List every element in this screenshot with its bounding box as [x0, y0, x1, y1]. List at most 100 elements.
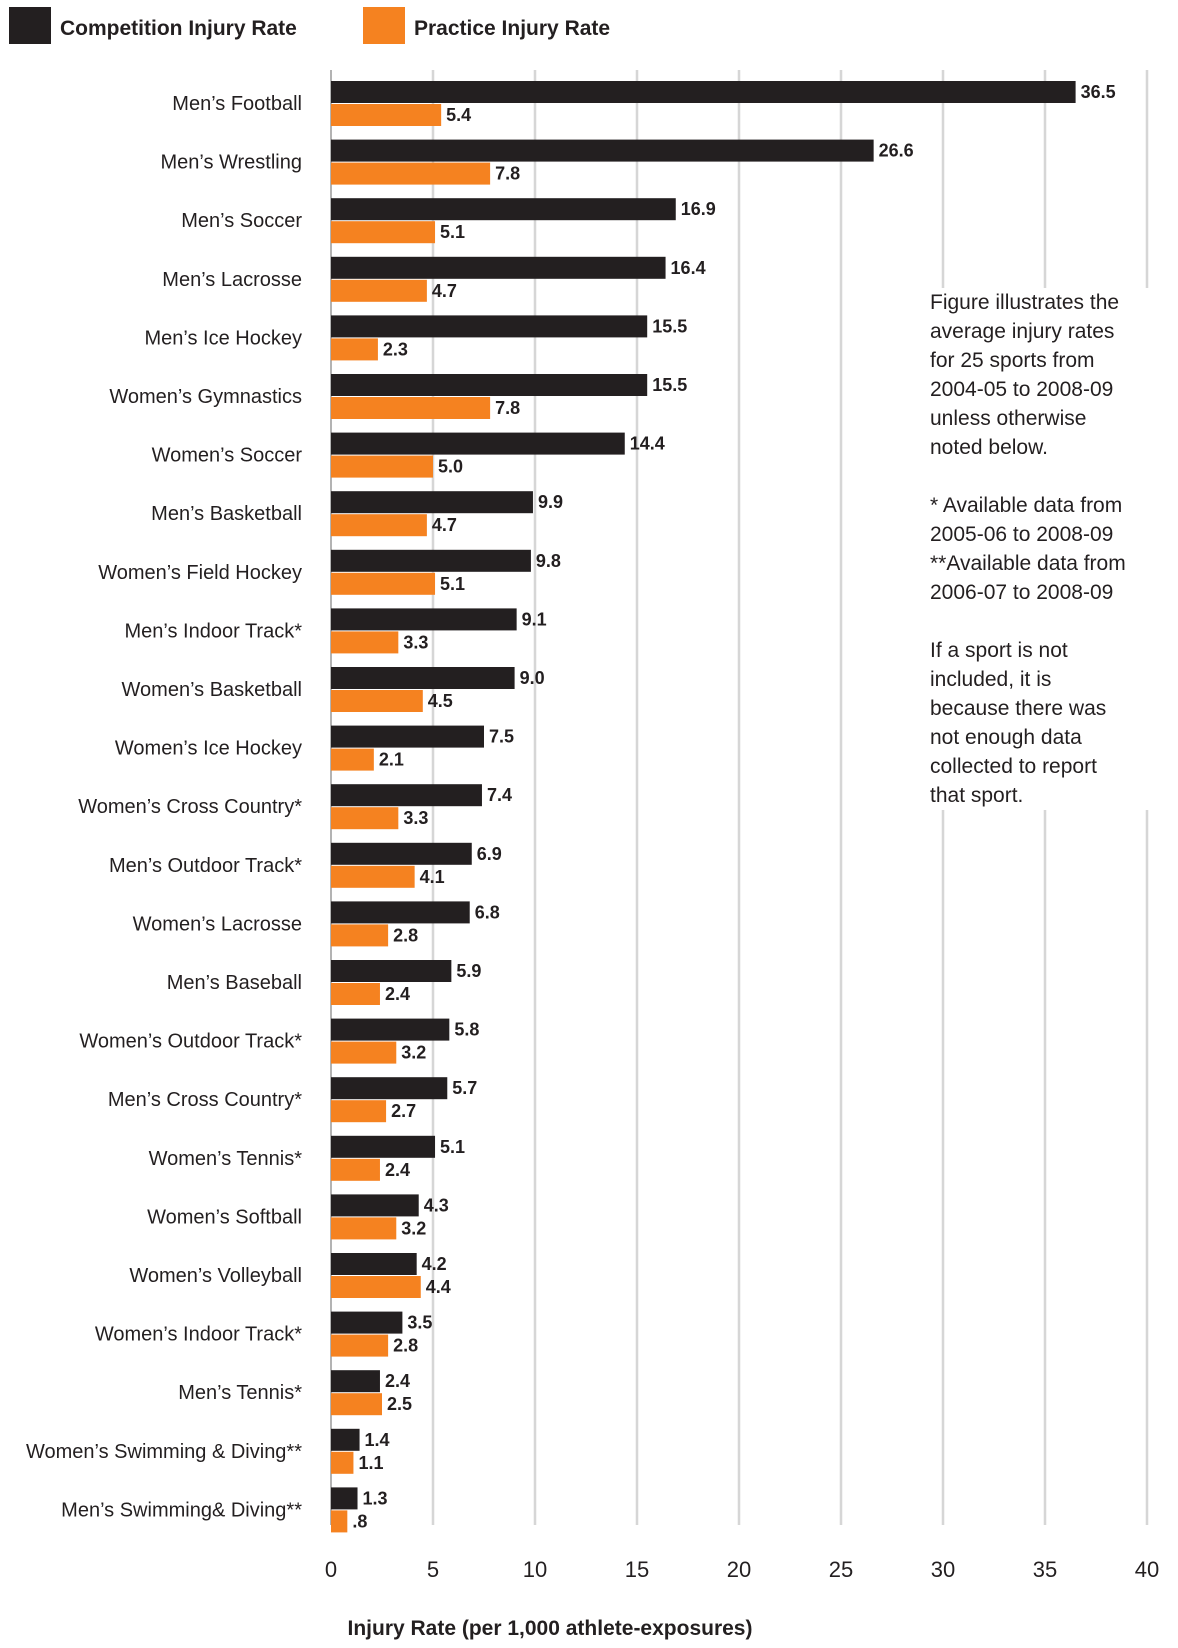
practice-bar: [331, 866, 415, 888]
competition-bar: [331, 726, 484, 748]
x-tick-label: 25: [829, 1557, 853, 1582]
note-line: * Available data from: [930, 491, 1165, 520]
practice-value-label: 1.1: [358, 1453, 383, 1473]
category-label: Men’s Basketball: [151, 503, 302, 525]
competition-bar: [331, 1429, 360, 1451]
competition-value-label: 1.4: [365, 1430, 390, 1450]
practice-value-label: 5.4: [446, 105, 471, 125]
category-label: Men’s Soccer: [181, 210, 302, 232]
x-tick-label: 5: [427, 1557, 439, 1582]
category-label: Women’s Swimming & Diving**: [26, 1441, 302, 1463]
competition-bar: [331, 1194, 419, 1216]
practice-value-label: 4.4: [426, 1277, 451, 1297]
practice-bar: [331, 280, 427, 302]
practice-value-label: 3.2: [401, 1218, 426, 1238]
legend-swatch-practice: [363, 7, 405, 44]
competition-bar: [331, 374, 647, 396]
practice-value-label: 2.7: [391, 1101, 416, 1121]
category-label: Men’s Indoor Track*: [125, 620, 303, 642]
practice-bar: [331, 983, 380, 1005]
category-label: Men’s Football: [172, 93, 302, 115]
category-label: Women’s Basketball: [122, 679, 302, 701]
category-label: Men’s Cross Country*: [108, 1089, 302, 1111]
x-tick-label: 40: [1135, 1557, 1159, 1582]
practice-bar: [331, 749, 374, 771]
note-line: **Available data from: [930, 549, 1165, 578]
category-label: Women’s Volleyball: [129, 1265, 302, 1287]
legend-label-practice: Practice Injury Rate: [414, 17, 610, 40]
competition-bar: [331, 1487, 358, 1509]
practice-bar: [331, 1393, 382, 1415]
x-tick-label: 15: [625, 1557, 649, 1582]
practice-value-label: 5.1: [440, 222, 465, 242]
competition-value-label: 2.4: [385, 1371, 410, 1391]
note-line: that sport.: [930, 781, 1165, 810]
x-axis-ticks: 0 5 10 15 20 25 30 35 40: [325, 1557, 1159, 1582]
x-tick-label: 20: [727, 1557, 751, 1582]
category-label: Men’s Wrestling: [160, 152, 302, 174]
category-label: Women’s Cross Country*: [78, 796, 302, 818]
competition-value-label: 16.9: [681, 199, 716, 219]
practice-bar: [331, 1276, 421, 1298]
practice-value-label: 3.2: [401, 1043, 426, 1063]
competition-bar: [331, 315, 647, 337]
category-label: Men’s Lacrosse: [162, 269, 302, 291]
competition-bar: [331, 1077, 447, 1099]
competition-bar: [331, 667, 515, 689]
practice-value-label: 3.3: [403, 808, 428, 828]
note-paragraph-availability: * Available data from 2005-06 to 2008-09 *…: [930, 491, 1165, 607]
note-paragraph-scope: Figure illustrates the average injury rat…: [930, 288, 1165, 462]
category-label: Men’s Swimming& Diving**: [61, 1499, 302, 1521]
practice-bar: [331, 631, 398, 653]
x-tick-label: 0: [325, 1557, 337, 1582]
note-line: 2006-07 to 2008-09: [930, 578, 1165, 607]
competition-value-label: 7.5: [489, 727, 514, 747]
competition-value-label: 9.0: [520, 668, 545, 688]
legend-swatch-competition: [9, 7, 51, 44]
competition-value-label: 9.8: [536, 551, 561, 571]
note-paragraph-exclusions: If a sport is not included, it is because …: [930, 636, 1165, 810]
chart-note: Figure illustrates the average injury rat…: [930, 288, 1165, 810]
legend: Competition Injury Rate Practice Injury …: [9, 7, 610, 44]
competition-bar: [331, 140, 874, 162]
competition-value-label: 7.4: [487, 785, 512, 805]
x-axis-label: Injury Rate (per 1,000 athlete-exposures…: [348, 1617, 753, 1640]
competition-bar: [331, 550, 531, 572]
category-label: Women’s Ice Hockey: [115, 738, 302, 760]
competition-value-label: 26.6: [879, 141, 914, 161]
practice-bar: [331, 1335, 388, 1357]
competition-value-label: 9.9: [538, 492, 563, 512]
category-label: Women’s Gymnastics: [109, 386, 302, 408]
note-line: If a sport is not: [930, 636, 1165, 665]
category-label: Women’s Tennis*: [149, 1148, 303, 1170]
practice-value-label: 5.1: [440, 574, 465, 594]
competition-value-label: 36.5: [1081, 82, 1116, 102]
practice-bar: [331, 397, 490, 419]
competition-bar: [331, 81, 1076, 103]
practice-value-label: 7.8: [495, 164, 520, 184]
practice-value-label: 4.1: [420, 867, 445, 887]
competition-value-label: 5.7: [452, 1078, 477, 1098]
competition-value-label: 1.3: [363, 1488, 388, 1508]
practice-bar: [331, 573, 435, 595]
practice-value-label: 7.8: [495, 398, 520, 418]
competition-bar: [331, 843, 472, 865]
note-line: 2005-06 to 2008-09: [930, 520, 1165, 549]
practice-value-label: 3.3: [403, 632, 428, 652]
x-tick-label: 10: [523, 1557, 547, 1582]
category-label: Men’s Ice Hockey: [145, 327, 302, 349]
competition-value-label: 4.2: [422, 1254, 447, 1274]
practice-bar: [331, 456, 433, 478]
practice-value-label: 4.5: [428, 691, 453, 711]
practice-value-label: 2.1: [379, 750, 404, 770]
practice-bar: [331, 514, 427, 536]
practice-bar: [331, 1042, 396, 1064]
competition-value-label: 6.9: [477, 844, 502, 864]
practice-bar: [331, 1159, 380, 1181]
competition-value-label: 5.9: [456, 961, 481, 981]
competition-bar: [331, 257, 666, 279]
practice-bar: [331, 924, 388, 946]
competition-bar: [331, 1253, 417, 1275]
category-label: Women’s Softball: [147, 1206, 302, 1228]
